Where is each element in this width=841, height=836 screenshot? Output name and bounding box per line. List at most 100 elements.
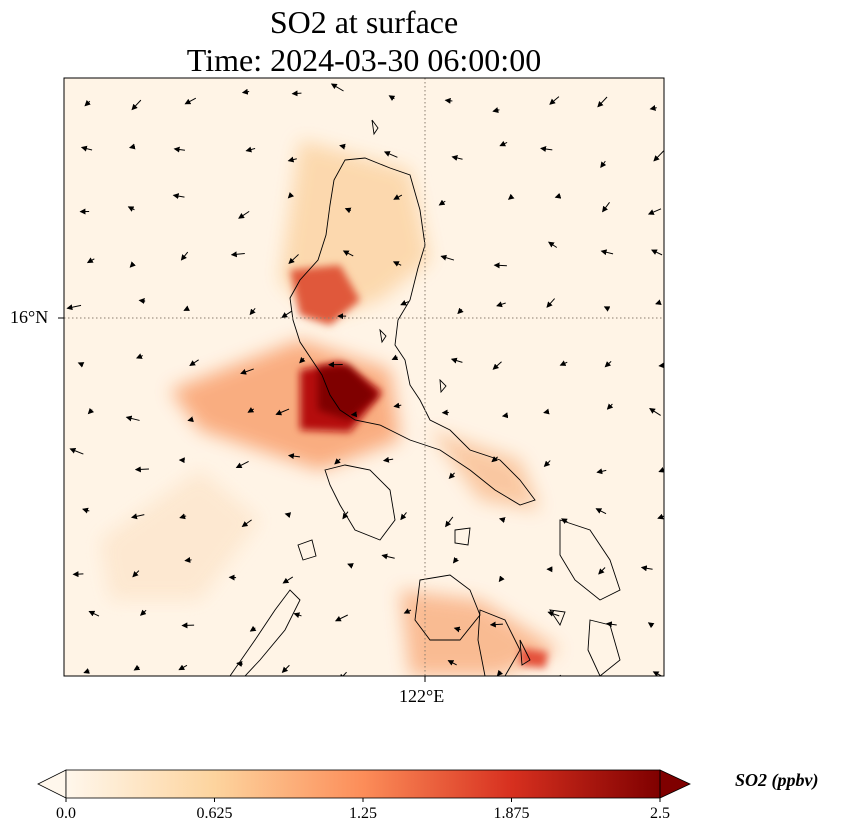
wind-arrow bbox=[492, 107, 500, 113]
wind-arrow bbox=[240, 368, 254, 375]
wind-arrow bbox=[546, 298, 555, 308]
wind-arrow bbox=[127, 206, 135, 212]
wind-arrow bbox=[440, 254, 455, 261]
wind-arrow bbox=[88, 610, 100, 617]
palawan-coast bbox=[229, 589, 301, 676]
wind-arrow bbox=[180, 251, 189, 261]
wind-arrow bbox=[501, 412, 509, 419]
wind-arrow bbox=[129, 261, 136, 268]
wind-arrow bbox=[605, 621, 617, 628]
wind-arrow bbox=[540, 146, 553, 152]
coastlines bbox=[229, 119, 621, 676]
wind-arrow bbox=[507, 193, 515, 200]
wind-arrow bbox=[241, 519, 252, 528]
wind-arrow bbox=[388, 95, 396, 101]
wind-arrow bbox=[287, 156, 297, 163]
small-islands bbox=[297, 119, 566, 666]
wind-arrow bbox=[87, 407, 95, 415]
wind-arrow bbox=[347, 563, 354, 569]
hotspot-core bbox=[318, 365, 378, 420]
wind-vectors bbox=[66, 83, 664, 676]
so2-map bbox=[58, 77, 665, 682]
wind-arrow bbox=[603, 306, 611, 312]
colorbar-gradient bbox=[66, 770, 660, 798]
colorbar-tick-label: 1.875 bbox=[493, 805, 530, 822]
wind-arrow bbox=[452, 556, 459, 564]
wind-arrow bbox=[334, 614, 348, 622]
wind-arrow bbox=[238, 210, 250, 219]
hotspot-north bbox=[290, 265, 360, 325]
wind-arrow bbox=[344, 207, 352, 214]
wind-arrow bbox=[281, 664, 290, 673]
wind-arrow bbox=[134, 466, 149, 473]
wind-arrow bbox=[400, 512, 407, 521]
wind-arrow bbox=[125, 415, 140, 422]
wind-arrow bbox=[330, 83, 344, 92]
wind-arrow bbox=[560, 518, 568, 524]
wind-arrow bbox=[658, 467, 664, 473]
wind-arrow bbox=[554, 192, 562, 199]
wind-arrow bbox=[249, 625, 257, 632]
wind-arrow bbox=[496, 301, 506, 308]
wind-arrow bbox=[83, 668, 90, 674]
colorbar-extend-low bbox=[37, 769, 67, 799]
wind-arrow bbox=[284, 512, 292, 519]
wind-arrow bbox=[606, 403, 614, 410]
colorbar bbox=[37, 769, 691, 802]
wind-arrow bbox=[133, 664, 141, 671]
plume-bicol bbox=[430, 430, 540, 510]
wind-arrow bbox=[655, 299, 662, 306]
lon-tick-label: 122°E bbox=[399, 686, 445, 706]
wind-arrow bbox=[400, 300, 409, 306]
wind-arrow bbox=[138, 298, 146, 304]
wind-arrow bbox=[82, 507, 90, 514]
wind-arrow bbox=[498, 517, 506, 523]
colorbar-tick-label: 0.625 bbox=[196, 805, 233, 822]
wind-arrow bbox=[598, 567, 606, 575]
wind-arrow bbox=[84, 100, 91, 107]
so2-concentration-field bbox=[100, 140, 560, 676]
wind-arrow bbox=[498, 575, 505, 583]
wind-arrow bbox=[604, 360, 612, 368]
wind-arrow bbox=[131, 99, 142, 111]
wind-arrow bbox=[130, 513, 145, 520]
wind-arrow bbox=[291, 90, 302, 97]
wind-arrow bbox=[450, 357, 463, 364]
wind-arrow bbox=[281, 310, 292, 318]
wind-arrow bbox=[275, 408, 290, 416]
wind-arrow bbox=[249, 307, 256, 316]
wind-arrow bbox=[392, 261, 402, 267]
wind-arrow bbox=[139, 609, 147, 616]
wind-arrow bbox=[543, 460, 551, 467]
wind-arrow bbox=[287, 453, 300, 460]
wind-arrow bbox=[448, 472, 455, 479]
wind-arrow bbox=[77, 362, 85, 368]
wind-arrow bbox=[549, 96, 560, 105]
wind-arrow bbox=[393, 402, 402, 409]
wind-arrow bbox=[548, 241, 558, 248]
wind-arrow bbox=[640, 565, 653, 572]
wind-arrow bbox=[382, 456, 394, 463]
wind-arrow bbox=[602, 201, 610, 213]
samar-coast bbox=[559, 519, 621, 601]
wind-arrow bbox=[445, 516, 454, 528]
wind-arrow bbox=[649, 408, 661, 416]
negros-coast bbox=[477, 609, 521, 676]
wind-arrow bbox=[489, 621, 503, 628]
wind-arrow bbox=[453, 626, 461, 633]
mindoro-coast bbox=[324, 464, 396, 541]
wind-arrow bbox=[451, 155, 463, 161]
colorbar-tick-label: 2.5 bbox=[650, 805, 670, 822]
wind-arrow bbox=[86, 257, 95, 264]
wind-arrow bbox=[391, 354, 399, 361]
wind-arrow bbox=[135, 353, 143, 359]
colorbar-ticks bbox=[65, 798, 661, 802]
wind-arrow bbox=[184, 97, 197, 105]
wind-arrow bbox=[282, 576, 294, 584]
wind-arrow bbox=[230, 251, 245, 258]
luzon-coast bbox=[289, 157, 536, 506]
wind-arrow bbox=[493, 262, 507, 269]
wind-arrow bbox=[438, 199, 446, 206]
wind-arrow bbox=[652, 671, 663, 676]
wind-arrow bbox=[543, 408, 550, 415]
